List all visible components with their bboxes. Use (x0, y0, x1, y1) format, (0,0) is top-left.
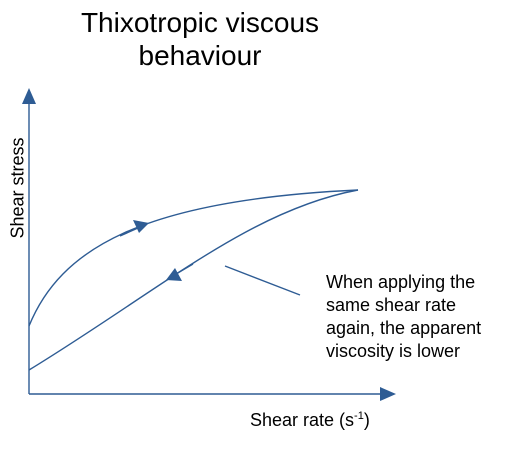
x-axis-arrowhead (380, 387, 396, 401)
lower-arrow-shaft (175, 263, 194, 275)
x-axis-label-main: Shear rate (s (250, 410, 355, 430)
upper-arrow-head (133, 220, 149, 233)
y-axis-arrowhead (22, 88, 36, 104)
diagram-title: Thixotropic viscous behaviour (40, 6, 360, 72)
annotation-line-1: When applying the (326, 272, 476, 292)
annotation-pointer (224, 265, 301, 296)
title-line-1: Thixotropic viscous (80, 7, 320, 38)
lower-curve (28, 189, 359, 371)
x-axis-label-end: ) (363, 410, 370, 430)
annotation-text: When applying the same shear rate again,… (326, 271, 481, 363)
annotation-line-3: again, the apparent (326, 318, 482, 338)
y-axis-label: Shear stress (7, 137, 28, 239)
title-line-2: behaviour (138, 40, 262, 71)
upper-arrow-shaft (119, 227, 139, 237)
x-axis-label-superscript: -1 (354, 410, 364, 422)
upper-curve (28, 189, 359, 327)
lower-arrow-head (166, 268, 182, 281)
x-axis-label: Shear rate (s-1) (250, 410, 370, 431)
annotation-line-4: viscosity is lower (326, 341, 461, 361)
annotation-line-2: same shear rate (326, 295, 457, 315)
